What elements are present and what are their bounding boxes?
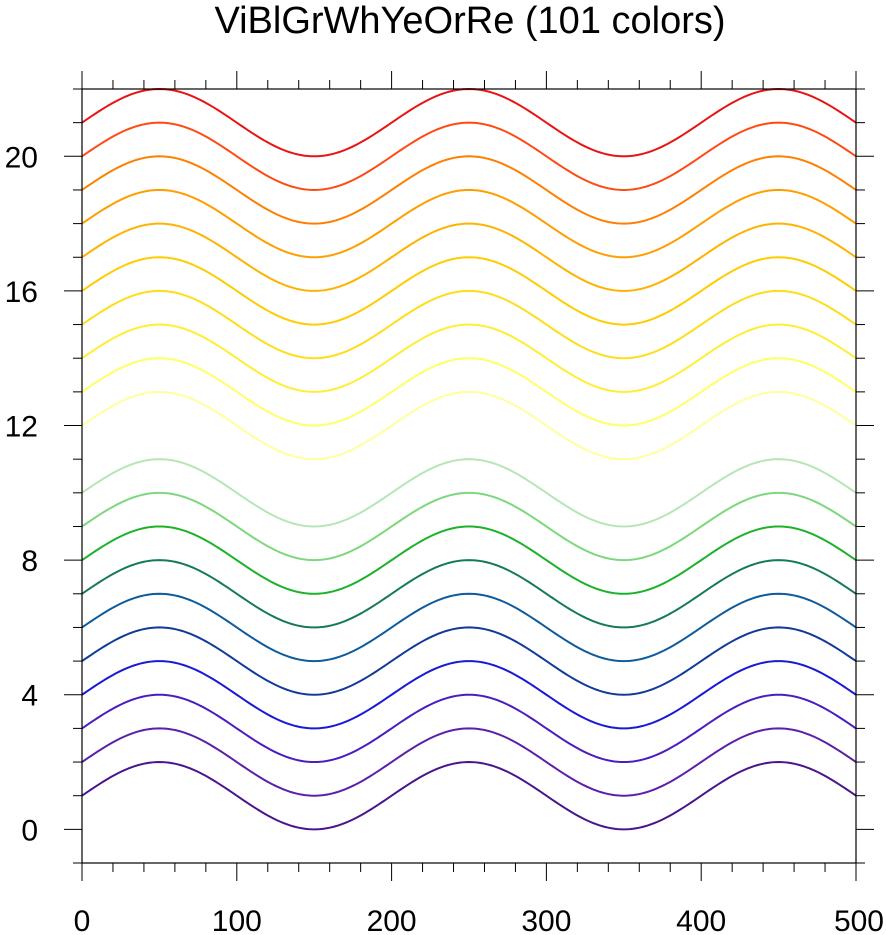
- y-tick-label: 20: [5, 141, 38, 174]
- series-line-18: [81, 155, 857, 225]
- series-line-7: [81, 559, 857, 629]
- series-line-14: [81, 289, 857, 360]
- series-curves: [81, 87, 857, 831]
- series-line-2: [81, 727, 857, 797]
- series-line-6: [81, 592, 857, 663]
- x-tick-label: 0: [74, 905, 91, 935]
- series-line-19: [81, 121, 857, 191]
- series-line-3: [81, 693, 857, 764]
- series-line-13: [81, 323, 857, 393]
- axis-ticks: [64, 71, 874, 881]
- series-line-15: [81, 256, 857, 326]
- series-line-17: [81, 188, 857, 259]
- series-line-16: [81, 222, 857, 292]
- series-line-11: [81, 390, 857, 461]
- series-line-8: [81, 525, 857, 595]
- series-line-12: [81, 357, 857, 427]
- tick-labels: 0 100 200 300 400 500 0 4 8 12 16 20: [5, 141, 884, 935]
- x-tick-label: 100: [212, 905, 262, 935]
- y-tick-label: 8: [21, 545, 38, 578]
- series-line-9: [81, 491, 857, 562]
- y-tick-label: 16: [5, 276, 38, 309]
- series-line-4: [81, 660, 857, 730]
- x-tick-label: 400: [676, 905, 726, 935]
- series-line-10: [81, 458, 857, 528]
- y-tick-label: 12: [5, 411, 38, 444]
- y-tick-label: 4: [21, 680, 38, 713]
- plot-frame: [81, 88, 857, 864]
- series-line-5: [81, 626, 857, 696]
- x-tick-label: 300: [521, 905, 571, 935]
- y-tick-label: 0: [21, 814, 38, 847]
- series-line-1: [81, 761, 857, 831]
- x-tick-label: 500: [834, 905, 884, 935]
- chart-title: ViBlGrWhYeOrRe (101 colors): [214, 0, 725, 42]
- x-tick-label: 200: [367, 905, 417, 935]
